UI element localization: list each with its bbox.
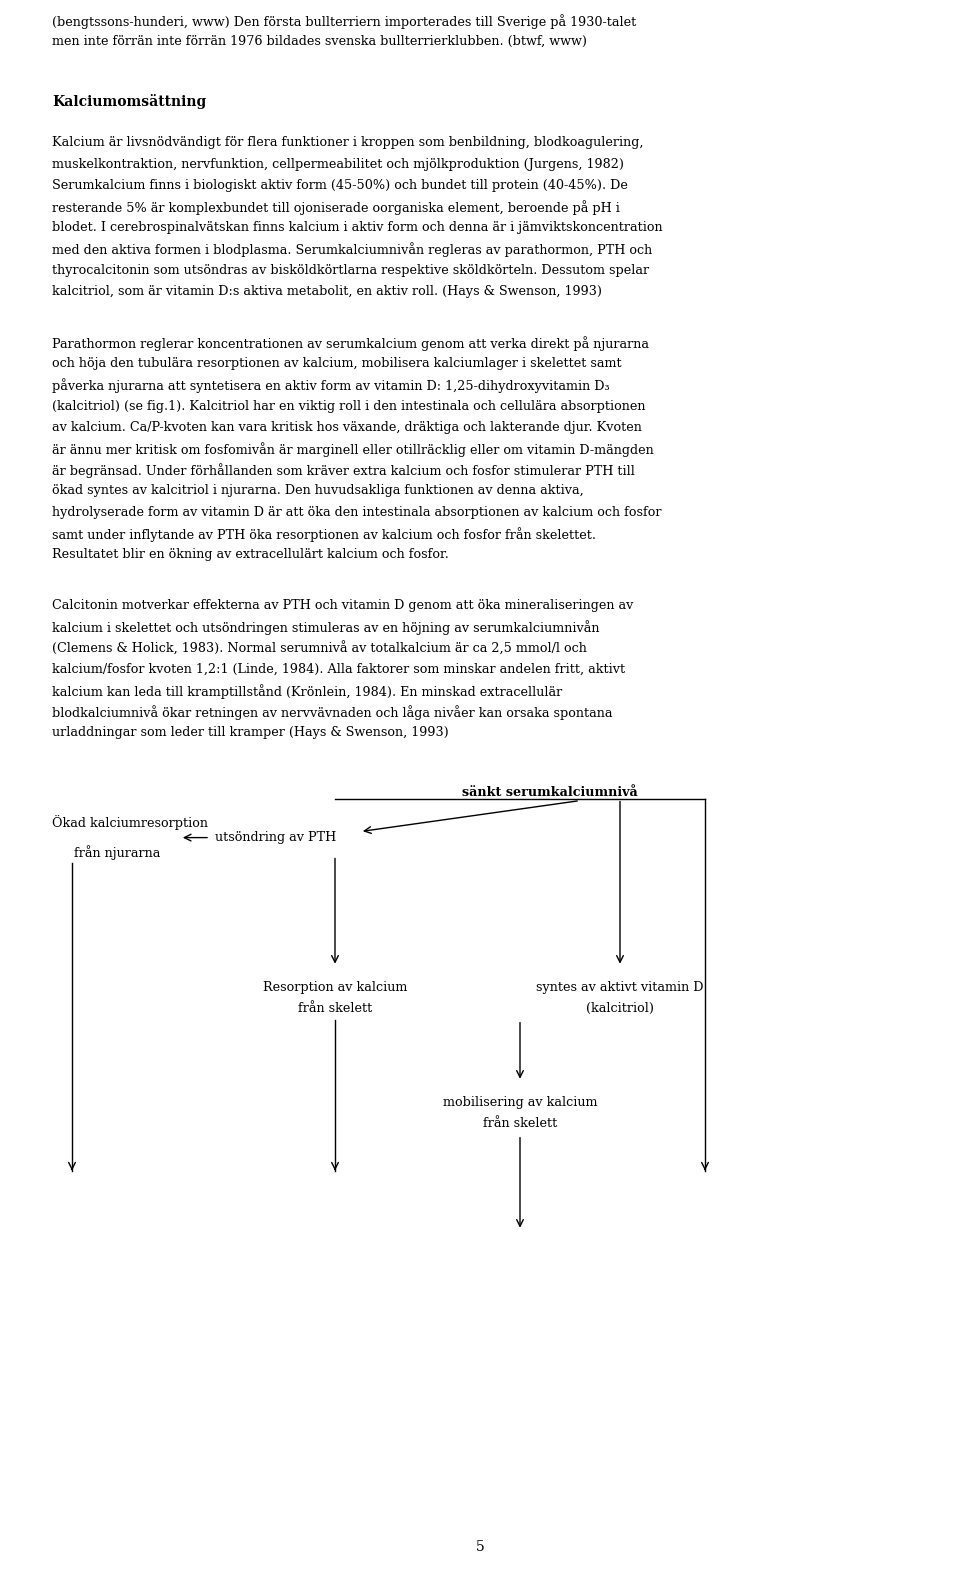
Text: Resultatet blir en ökning av extracellulärt kalcium och fosfor.: Resultatet blir en ökning av extracellul… xyxy=(52,548,449,561)
Text: blodet. I cerebrospinalvätskan finns kalcium i aktiv form och denna är i jämvikt: blodet. I cerebrospinalvätskan finns kal… xyxy=(52,221,662,235)
Text: Ökad kalciumresorption: Ökad kalciumresorption xyxy=(52,815,208,829)
Text: 5: 5 xyxy=(475,1540,485,1554)
Text: urladdningar som leder till kramper (Hays & Swenson, 1993): urladdningar som leder till kramper (Hay… xyxy=(52,727,448,739)
Text: kalcium kan leda till kramptillstånd (Krönlein, 1984). En minskad extracellulär: kalcium kan leda till kramptillstånd (Kr… xyxy=(52,684,563,698)
Text: Calcitonin motverkar effekterna av PTH och vitamin D genom att öka mineraliserin: Calcitonin motverkar effekterna av PTH o… xyxy=(52,599,634,611)
Text: kalcium/fosfor kvoten 1,2:1 (Linde, 1984). Alla faktorer som minskar andelen fri: kalcium/fosfor kvoten 1,2:1 (Linde, 1984… xyxy=(52,663,625,676)
Text: resterande 5% är komplexbundet till ojoniserade oorganiska element, beroende på : resterande 5% är komplexbundet till ojon… xyxy=(52,200,620,214)
Text: (kalcitriol): (kalcitriol) xyxy=(586,1002,654,1015)
Text: från njurarna: från njurarna xyxy=(74,846,160,860)
Text: kalcitriol, som är vitamin D:s aktiva metabolit, en aktiv roll. (Hays & Swenson,: kalcitriol, som är vitamin D:s aktiva me… xyxy=(52,285,602,298)
Text: Kalcium är livsnödvändigt för flera funktioner i kroppen som benbildning, blodko: Kalcium är livsnödvändigt för flera funk… xyxy=(52,137,643,150)
Text: Kalciumomsättning: Kalciumomsättning xyxy=(52,95,206,109)
Text: (Clemens & Holick, 1983). Normal serumnivå av totalkalcium är ca 2,5 mmol/l och: (Clemens & Holick, 1983). Normal serumni… xyxy=(52,641,587,656)
Text: med den aktiva formen i blodplasma. Serumkalciumnivån regleras av parathormon, P: med den aktiva formen i blodplasma. Seru… xyxy=(52,243,652,257)
Text: kalcium i skelettet och utsöndringen stimuleras av en höjning av serumkalciumniv: kalcium i skelettet och utsöndringen sti… xyxy=(52,621,599,635)
Text: syntes av aktivt vitamin D: syntes av aktivt vitamin D xyxy=(537,980,704,993)
Text: är ännu mer kritisk om fosfomivån är marginell eller otillräcklig eller om vitam: är ännu mer kritisk om fosfomivån är mar… xyxy=(52,441,654,457)
Text: samt under inflytande av PTH öka resorptionen av kalcium och fosfor från skelett: samt under inflytande av PTH öka resorpt… xyxy=(52,526,596,542)
Text: från skelett: från skelett xyxy=(483,1117,557,1130)
Text: Serumkalcium finns i biologiskt aktiv form (45-50%) och bundet till protein (40-: Serumkalcium finns i biologiskt aktiv fo… xyxy=(52,178,628,192)
Text: hydrolyserade form av vitamin D är att öka den intestinala absorptionen av kalci: hydrolyserade form av vitamin D är att ö… xyxy=(52,506,661,519)
Text: Parathormon reglerar koncentrationen av serumkalcium genom att verka direkt på n: Parathormon reglerar koncentrationen av … xyxy=(52,336,649,351)
Text: (bengtssons-hunderi, www) Den första bullterriern importerades till Sverige på 1: (bengtssons-hunderi, www) Den första bul… xyxy=(52,14,636,28)
Text: utsöndring av PTH: utsöndring av PTH xyxy=(215,831,336,845)
Text: från skelett: från skelett xyxy=(298,1002,372,1015)
Text: men inte förrän inte förrän 1976 bildades svenska bullterrierklubben. (btwf, www: men inte förrän inte förrän 1976 bildade… xyxy=(52,35,587,49)
Text: Resorption av kalcium: Resorption av kalcium xyxy=(263,980,407,993)
Text: påverka njurarna att syntetisera en aktiv form av vitamin D: 1,25-dihydroxyvitam: påverka njurarna att syntetisera en akti… xyxy=(52,378,610,394)
Text: thyrocalcitonin som utsöndras av bisköldkörtlarna respektive sköldkörteln. Dessu: thyrocalcitonin som utsöndras av bisköld… xyxy=(52,263,649,277)
Text: blodkalciumnivå ökar retningen av nervvävnaden och låga nivåer kan orsaka sponta: blodkalciumnivå ökar retningen av nervvä… xyxy=(52,704,612,720)
Text: sänkt serumkalciumnivå: sänkt serumkalciumnivå xyxy=(462,785,637,799)
Text: av kalcium. Ca/P-kvoten kan vara kritisk hos växande, dräktiga och lakterande dj: av kalcium. Ca/P-kvoten kan vara kritisk… xyxy=(52,421,642,433)
Text: mobilisering av kalcium: mobilisering av kalcium xyxy=(443,1095,597,1108)
Text: (kalcitriol) (se fig.1). Kalcitriol har en viktig roll i den intestinala och cel: (kalcitriol) (se fig.1). Kalcitriol har … xyxy=(52,400,645,413)
Text: muskelkontraktion, nervfunktion, cellpermeabilitet och mjölkproduktion (Jurgens,: muskelkontraktion, nervfunktion, cellper… xyxy=(52,158,624,170)
Text: och höja den tubulära resorptionen av kalcium, mobilisera kalciumlager i skelett: och höja den tubulära resorptionen av ka… xyxy=(52,358,622,370)
Text: är begränsad. Under förhållanden som kräver extra kalcium och fosfor stimulerar : är begränsad. Under förhållanden som krä… xyxy=(52,463,635,478)
Text: ökad syntes av kalcitriol i njurarna. Den huvudsakliga funktionen av denna aktiv: ökad syntes av kalcitriol i njurarna. De… xyxy=(52,484,584,498)
